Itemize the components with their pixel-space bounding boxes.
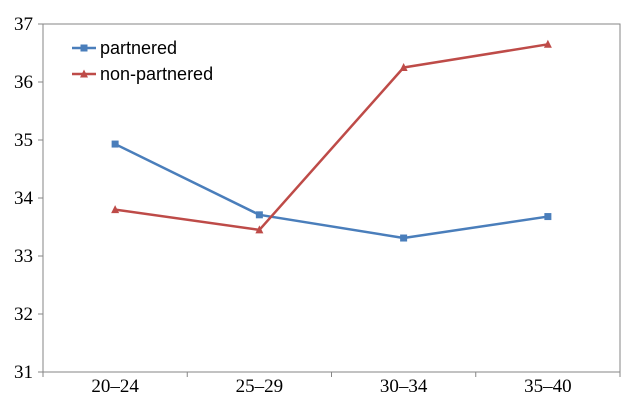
- y-tick-label: 31: [14, 362, 33, 383]
- legend-label: partnered: [100, 38, 177, 58]
- y-tick-label: 37: [14, 14, 33, 35]
- chart-legend: partnered non-partnered: [72, 38, 213, 84]
- x-tick-label: 25–29: [236, 376, 284, 396]
- y-tick-label: 34: [14, 188, 34, 209]
- data-point: [111, 140, 119, 148]
- data-point: [399, 63, 408, 71]
- x-tick-label: 35–40: [524, 376, 572, 396]
- data-point: [255, 211, 263, 219]
- x-tick-label: 20–24: [91, 376, 139, 396]
- data-point: [543, 39, 552, 48]
- y-tick-label: 36: [14, 72, 33, 93]
- data-point: [544, 213, 552, 221]
- data-point: [400, 234, 408, 242]
- data-point: [255, 225, 264, 234]
- legend-entry: non-partnered: [72, 64, 213, 84]
- legend-marker: [80, 44, 88, 52]
- series-line: [114, 43, 549, 232]
- data-point: [111, 205, 120, 214]
- legend-marker: [80, 69, 88, 78]
- y-tick-label: 33: [14, 246, 33, 267]
- chart-series: [111, 39, 552, 242]
- series-line: [114, 142, 549, 240]
- y-axis-ticks: 31 32 33 34 35 36 37: [14, 14, 43, 383]
- x-axis-ticks: 20–24 25–29 30–34 35–40: [42, 372, 621, 396]
- x-tick-label: 30–34: [380, 376, 428, 396]
- y-tick-label: 32: [14, 304, 33, 325]
- y-tick-label: 35: [14, 130, 33, 151]
- series-non-partnered: [111, 39, 552, 234]
- legend-label: non-partnered: [100, 64, 213, 84]
- legend-entry: partnered: [72, 38, 177, 58]
- series-partnered: [111, 140, 552, 242]
